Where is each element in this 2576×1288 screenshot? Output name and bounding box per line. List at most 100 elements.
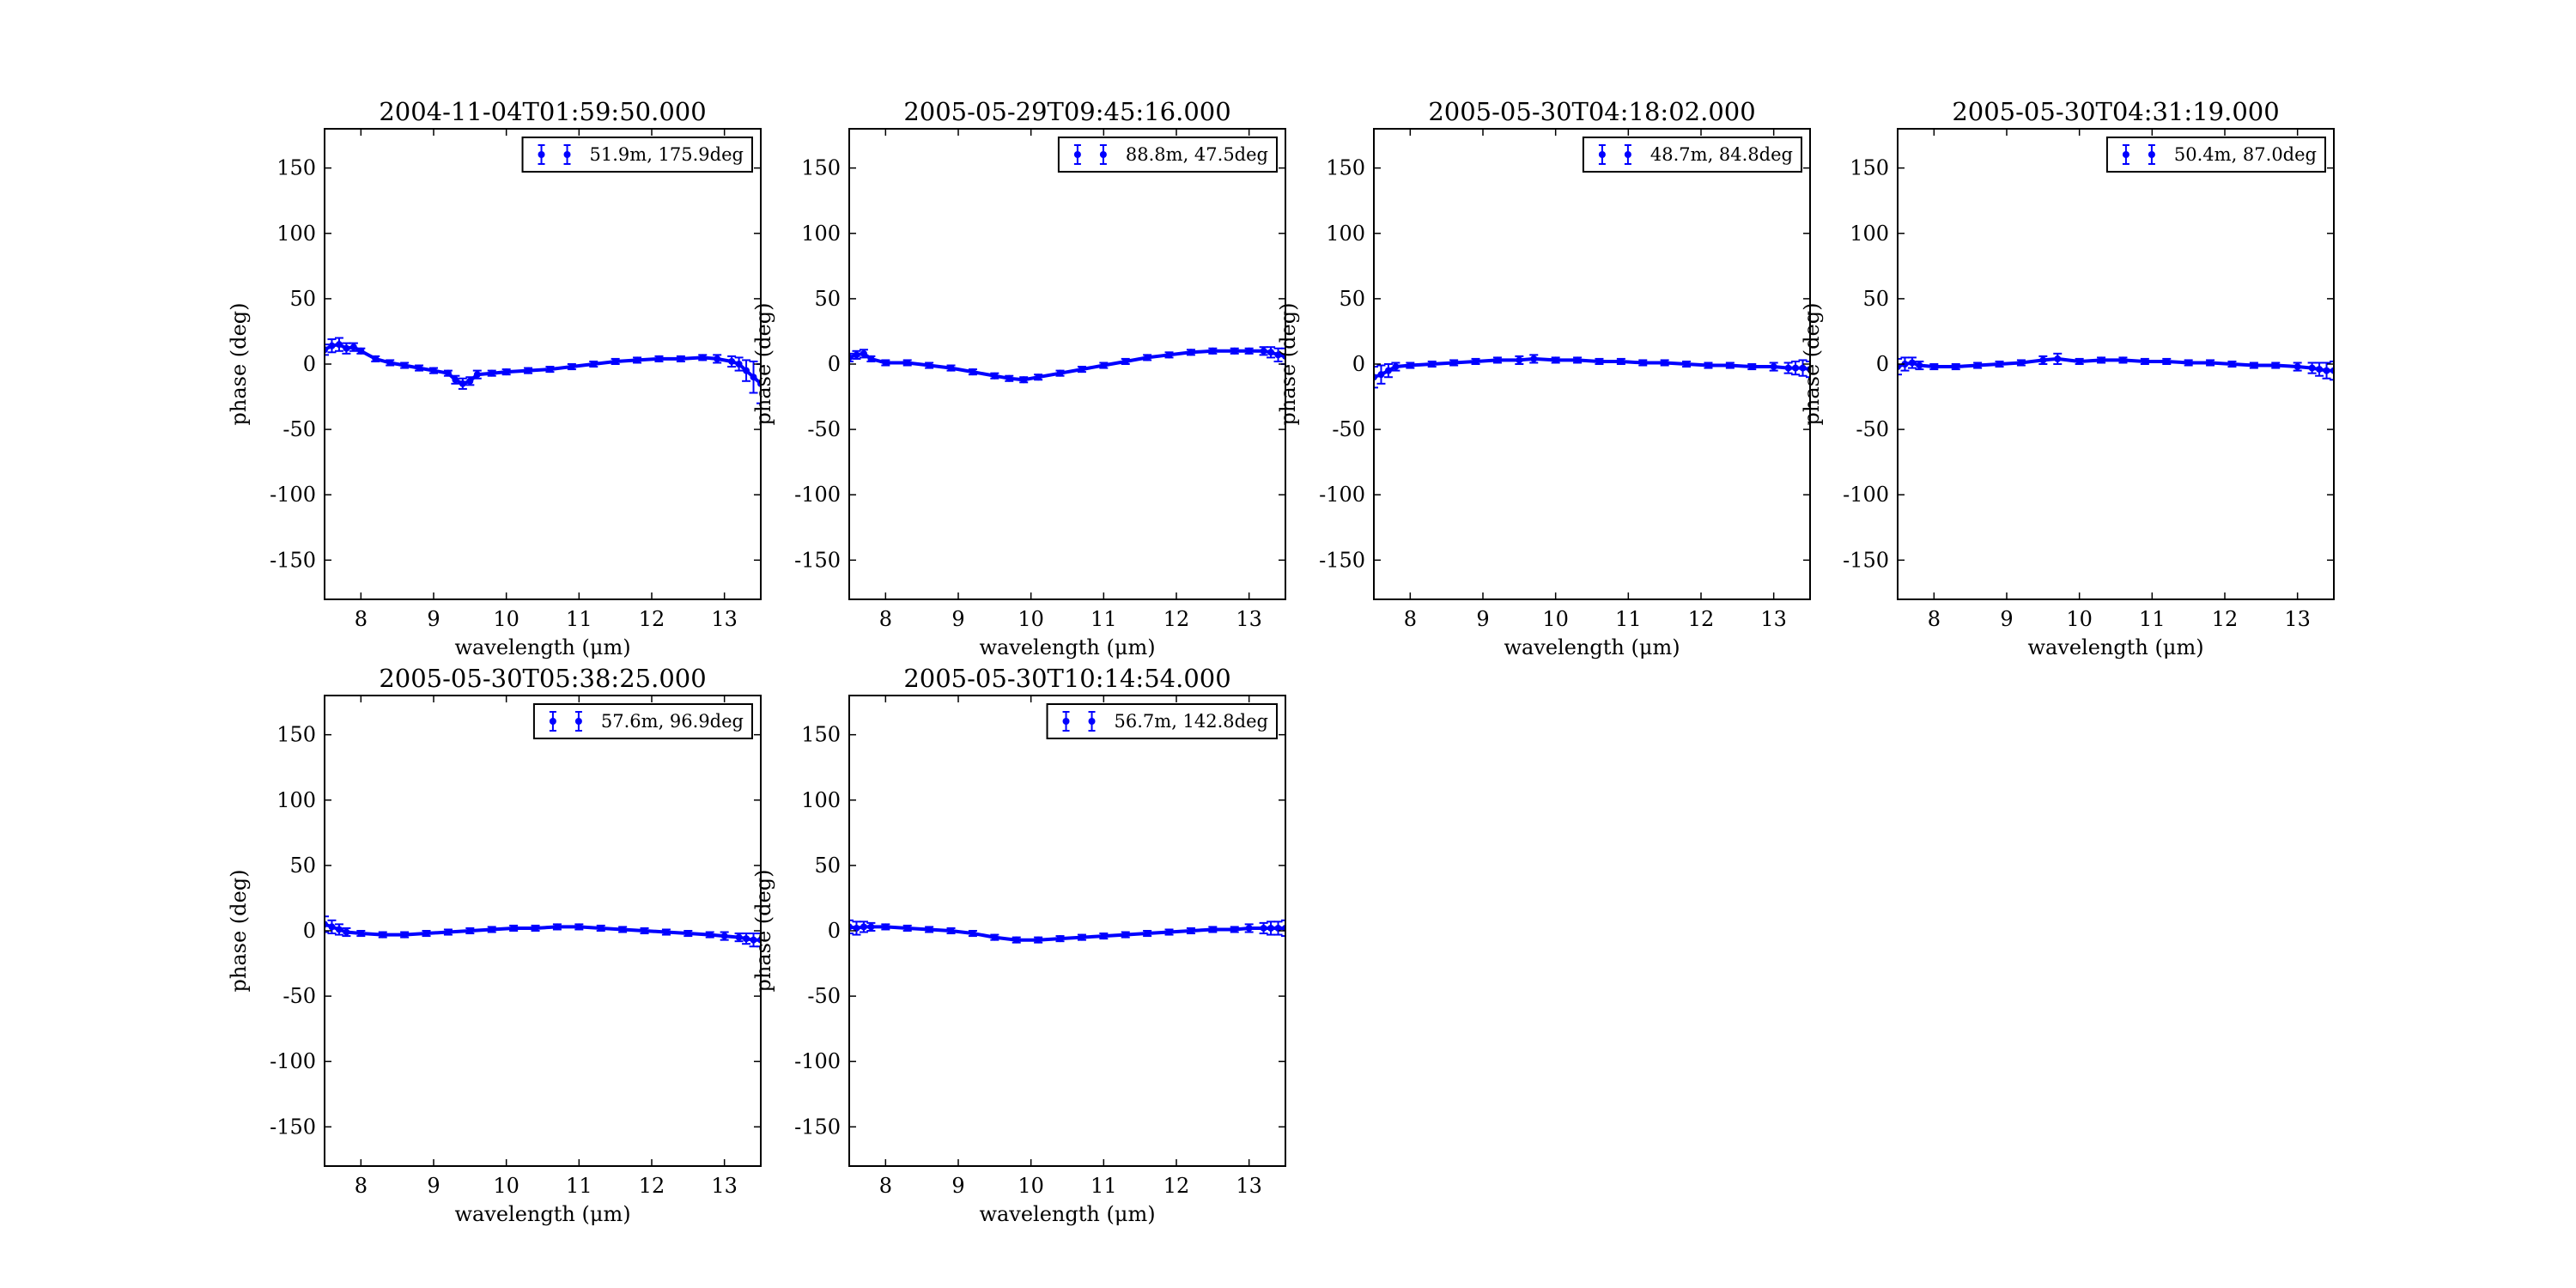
data-point bbox=[2307, 361, 2317, 374]
data-point bbox=[1121, 357, 1130, 365]
point-marker bbox=[1770, 363, 1777, 371]
data-point bbox=[1077, 933, 1086, 941]
point-marker bbox=[343, 928, 350, 936]
point-marker bbox=[867, 355, 875, 362]
point-marker bbox=[357, 347, 365, 355]
point-marker bbox=[677, 355, 684, 362]
legend-marker bbox=[1624, 144, 1631, 165]
data-point bbox=[1769, 361, 1778, 372]
point-marker bbox=[1165, 928, 1173, 936]
legend-label: 56.7m, 142.8deg bbox=[1115, 711, 1268, 732]
x-tick-label: 11 bbox=[1091, 607, 1117, 631]
y-tick-label: -150 bbox=[270, 1115, 316, 1139]
point-marker bbox=[2228, 361, 2236, 368]
point-marker bbox=[1661, 359, 1668, 367]
y-tick-label: 100 bbox=[801, 788, 841, 812]
point-marker bbox=[553, 923, 561, 931]
point-marker bbox=[1245, 347, 1253, 355]
point-marker bbox=[867, 923, 875, 931]
data-point bbox=[1427, 360, 1437, 368]
data-point bbox=[1515, 355, 1524, 365]
data-point bbox=[946, 927, 956, 935]
chart-title: 2005-05-30T10:14:54.000 bbox=[903, 664, 1230, 693]
data-point bbox=[451, 374, 460, 385]
y-tick-label: 0 bbox=[1352, 352, 1365, 376]
point-marker bbox=[619, 926, 627, 933]
data-series bbox=[325, 915, 761, 948]
legend-box bbox=[521, 137, 753, 173]
chart-panel: 2005-05-30T10:14:54.000 8 9 10 11 12 13 -150 -10… bbox=[751, 664, 1286, 1226]
x-tick-label: 8 bbox=[1928, 607, 1941, 631]
data-point bbox=[1055, 935, 1065, 943]
y-tick-label: -50 bbox=[1332, 417, 1365, 441]
chart-panel: 2005-05-30T05:38:25.000 8 9 10 11 12 13 -150 -10… bbox=[227, 664, 762, 1226]
data-point bbox=[1121, 931, 1130, 939]
y-tick-label: 100 bbox=[276, 222, 316, 246]
y-tick-label: -50 bbox=[1856, 417, 1889, 441]
y-tick-label: -150 bbox=[1319, 548, 1365, 572]
data-point bbox=[734, 933, 744, 943]
x-tick-label: 12 bbox=[1163, 607, 1190, 631]
data-point bbox=[567, 363, 576, 371]
y-tick-label: -50 bbox=[283, 984, 316, 1008]
y-tick-label: 150 bbox=[1850, 156, 1889, 180]
data-point bbox=[589, 360, 598, 368]
x-tick-label: 10 bbox=[1018, 1174, 1044, 1198]
point-marker bbox=[750, 936, 757, 944]
data-point bbox=[727, 355, 737, 368]
data-point bbox=[1704, 361, 1713, 369]
point-marker bbox=[1035, 374, 1042, 381]
point-marker bbox=[926, 361, 933, 369]
point-marker bbox=[328, 923, 336, 931]
legend-box bbox=[1057, 137, 1278, 173]
point-marker bbox=[1377, 371, 1385, 379]
point-marker bbox=[416, 364, 423, 372]
data-point bbox=[654, 355, 664, 362]
legend-box bbox=[1046, 703, 1278, 739]
data-point bbox=[676, 355, 685, 362]
y-tick-label: 50 bbox=[814, 854, 841, 878]
x-axis-label: wavelength (μm) bbox=[2027, 635, 2203, 659]
x-tick-label: 9 bbox=[1476, 607, 1489, 631]
data-point bbox=[2322, 361, 2331, 380]
data-point bbox=[1259, 921, 1268, 935]
data-point bbox=[1907, 356, 1917, 369]
y-axis-label: phase (deg) bbox=[227, 303, 251, 426]
data-point bbox=[1034, 936, 1043, 944]
x-axis-label: wavelength (μm) bbox=[1504, 635, 1680, 659]
x-tick-label: 11 bbox=[2139, 607, 2166, 631]
data-point bbox=[1244, 923, 1254, 933]
legend: 48.7m, 84.8deg bbox=[1582, 137, 1802, 173]
point-marker bbox=[2039, 356, 2047, 364]
point-marker bbox=[372, 355, 380, 362]
data-point bbox=[2140, 357, 2149, 365]
data-point bbox=[1244, 347, 1254, 355]
point-marker bbox=[444, 369, 452, 377]
x-tick-label: 12 bbox=[2212, 607, 2239, 631]
data-point bbox=[334, 337, 343, 352]
point-marker bbox=[401, 931, 409, 939]
data-point bbox=[2118, 356, 2128, 364]
point-marker bbox=[401, 361, 409, 369]
data-series bbox=[849, 346, 1285, 384]
point-marker bbox=[1516, 356, 1523, 364]
legend-label: 57.6m, 96.9deg bbox=[601, 711, 744, 732]
x-tick-label: 13 bbox=[711, 607, 738, 631]
data-point bbox=[1034, 374, 1043, 381]
point-marker bbox=[714, 355, 721, 362]
data-point bbox=[683, 930, 693, 938]
y-tick-label: -150 bbox=[794, 1115, 841, 1139]
point-marker bbox=[2184, 359, 2192, 367]
x-tick-label: 8 bbox=[1404, 607, 1417, 631]
point-marker bbox=[728, 357, 736, 365]
data-point bbox=[327, 919, 337, 935]
point-marker bbox=[328, 342, 336, 349]
data-point bbox=[1595, 357, 1604, 365]
x-tick-label: 11 bbox=[1091, 1174, 1117, 1198]
legend-marker bbox=[549, 711, 556, 732]
legend-point-marker bbox=[1624, 151, 1631, 158]
data-point bbox=[1099, 933, 1109, 940]
point-marker bbox=[743, 367, 750, 374]
y-tick-label: 150 bbox=[801, 723, 841, 747]
